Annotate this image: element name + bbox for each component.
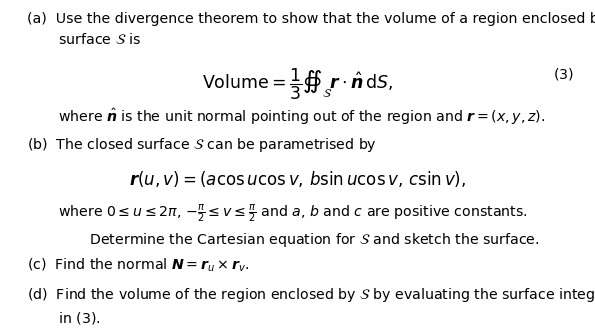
Text: (a)  Use the divergence theorem to show that the volume of a region enclosed by : (a) Use the divergence theorem to show t… xyxy=(27,12,595,46)
Text: $\mathrm{Volume} = \dfrac{1}{3} \oiint_{\mathcal{S}} \boldsymbol{r} \cdot \hat{\: $\mathrm{Volume} = \dfrac{1}{3} \oiint_{… xyxy=(202,66,393,102)
Text: $\boldsymbol{r}(u, v) = (a\cos u \cos v,\, b\sin u \cos v,\, c\sin v),$: $\boldsymbol{r}(u, v) = (a\cos u \cos v,… xyxy=(129,169,466,189)
Text: (c)  Find the normal $\boldsymbol{N} = \boldsymbol{r}_u \times \boldsymbol{r}_v$: (c) Find the normal $\boldsymbol{N} = \b… xyxy=(27,256,249,274)
Text: (b)  The closed surface $\mathcal{S}$ can be parametrised by: (b) The closed surface $\mathcal{S}$ can… xyxy=(27,136,377,154)
Text: $(3)$: $(3)$ xyxy=(553,66,574,82)
Text: where $\hat{\boldsymbol{n}}$ is the unit normal pointing out of the region and $: where $\hat{\boldsymbol{n}}$ is the unit… xyxy=(58,107,546,127)
Text: (d)  Find the volume of the region enclosed by $\mathcal{S}$ by evaluating the s: (d) Find the volume of the region enclos… xyxy=(27,286,595,326)
Text: where $0 \leq u \leq 2\pi$, $-\frac{\pi}{2} \leq v \leq \frac{\pi}{2}$ and $a$, : where $0 \leq u \leq 2\pi$, $-\frac{\pi}… xyxy=(58,203,540,249)
